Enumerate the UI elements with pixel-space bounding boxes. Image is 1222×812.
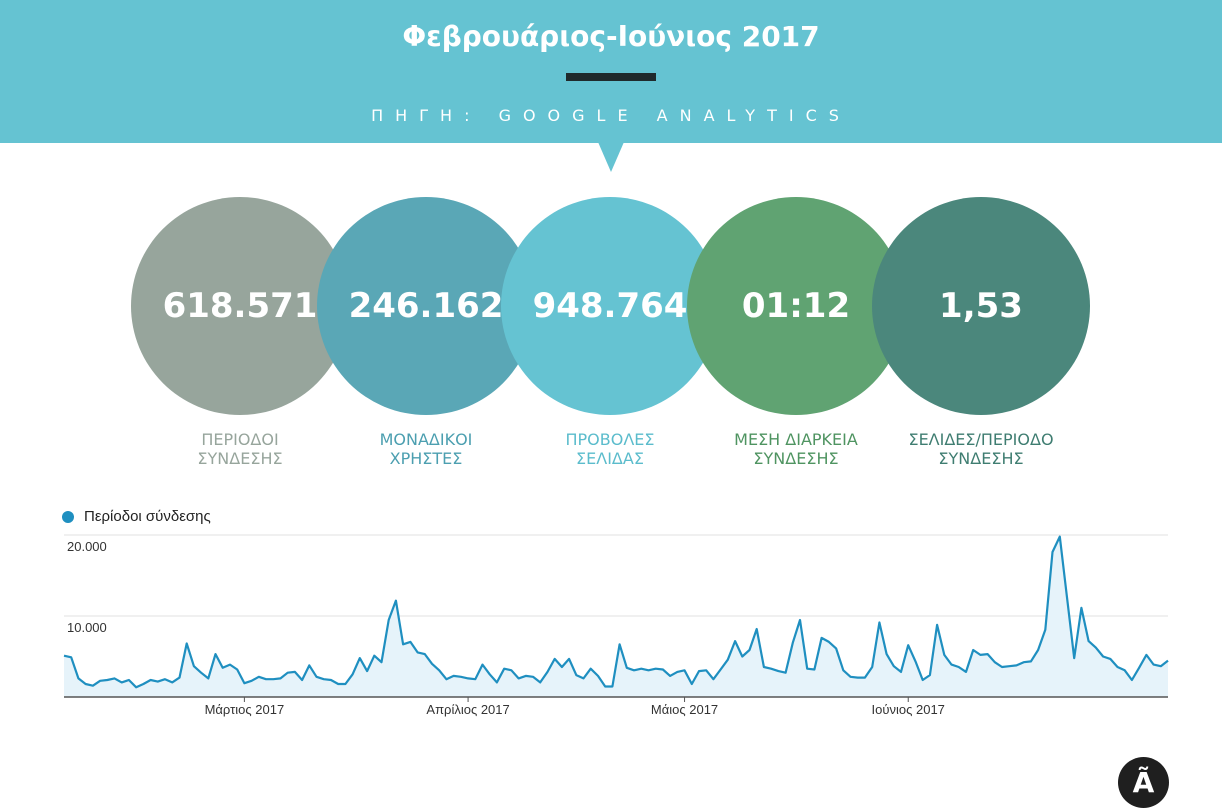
stat-value-avg-duration: 01:12 <box>741 286 851 326</box>
series-line-sessions <box>63 535 1169 689</box>
stat-label-line: ΣΕΛΙΔΕΣ/ΠΕΡΙΟΔΟ <box>908 430 1054 449</box>
y-tick-label: 10.000 <box>67 620 107 635</box>
page-title: Φεβρουάριος-Ιούνιος 2017 <box>402 20 820 53</box>
stat-label-line: ΧΡΗΣΤΕΣ <box>389 449 463 468</box>
stat-circle-sessions: 618.571 <box>131 197 349 415</box>
stat-label-unique-users: ΜΟΝΑΔΙΚΟΙ ΧΡΗΣΤΕΣ <box>316 430 536 468</box>
stat-value-pageviews: 948.764 <box>532 286 688 326</box>
stat-label-pageviews: ΠΡΟΒΟΛΕΣ ΣΕΛΙΔΑΣ <box>500 430 720 468</box>
a-tilde-logo-icon: Ã <box>1118 757 1169 808</box>
stat-label-line: ΠΕΡΙΟΔΟΙ <box>201 430 279 449</box>
stat-circle-unique-users: 246.162 <box>317 197 535 415</box>
stat-label-line: ΜΟΝΑΔΙΚΟΙ <box>379 430 473 449</box>
sessions-area-chart: 20.000 10.000 Μάρτιος 2017 Απρίλιος 2017 Μάι… <box>63 534 1169 717</box>
header-banner <box>0 0 1222 143</box>
stat-label-pages-per-session: ΣΕΛΙΔΕΣ/ΠΕΡΙΟΔΟ ΣΥΝΔΕΣΗΣ <box>871 430 1091 468</box>
series-area <box>64 536 1168 697</box>
stat-label-line: ΣΥΝΔΕΣΗΣ <box>197 449 283 468</box>
stat-circle-avg-duration: 01:12 <box>687 197 905 415</box>
x-tick-label: Μάρτιος 2017 <box>205 702 285 717</box>
y-tick-label: 20.000 <box>67 539 107 554</box>
stat-label-line: ΣΥΝΔΕΣΗΣ <box>938 449 1024 468</box>
legend-dot-icon <box>62 510 74 523</box>
legend-label: Περίοδοι σύνδεσης <box>84 508 211 525</box>
stat-label-line: ΜΕΣΗ ΔΙΑΡΚΕΙΑ <box>734 430 858 449</box>
stat-value-unique-users: 246.162 <box>348 286 504 326</box>
stat-label-line: ΠΡΟΒΟΛΕΣ <box>565 430 655 449</box>
stat-value-sessions: 618.571 <box>162 286 318 326</box>
source-caption: ΠΗΓΗ: GOOGLE ANALYTICS <box>371 106 851 125</box>
chart-legend: Περίοδοι σύνδεσης <box>62 508 211 525</box>
x-tick-label: Ιούνιος 2017 <box>872 702 945 717</box>
stat-label-line: ΣΕΛΙΔΑΣ <box>576 449 644 468</box>
header-pointer <box>598 142 624 172</box>
x-tick-label: Μάιος 2017 <box>651 702 718 717</box>
stat-label-line: ΣΥΝΔΕΣΗΣ <box>753 449 839 468</box>
x-tick-label: Απρίλιος 2017 <box>426 702 509 717</box>
stat-label-avg-duration: ΜΕΣΗ ΔΙΑΡΚΕΙΑ ΣΥΝΔΕΣΗΣ <box>686 430 906 468</box>
stat-circle-pages-per-session: 1,53 <box>872 197 1090 415</box>
stat-value-pages-per-session: 1,53 <box>939 286 1023 326</box>
stat-circle-pageviews: 948.764 <box>501 197 719 415</box>
title-divider <box>566 73 656 81</box>
stat-label-sessions: ΠΕΡΙΟΔΟΙ ΣΥΝΔΕΣΗΣ <box>130 430 350 468</box>
